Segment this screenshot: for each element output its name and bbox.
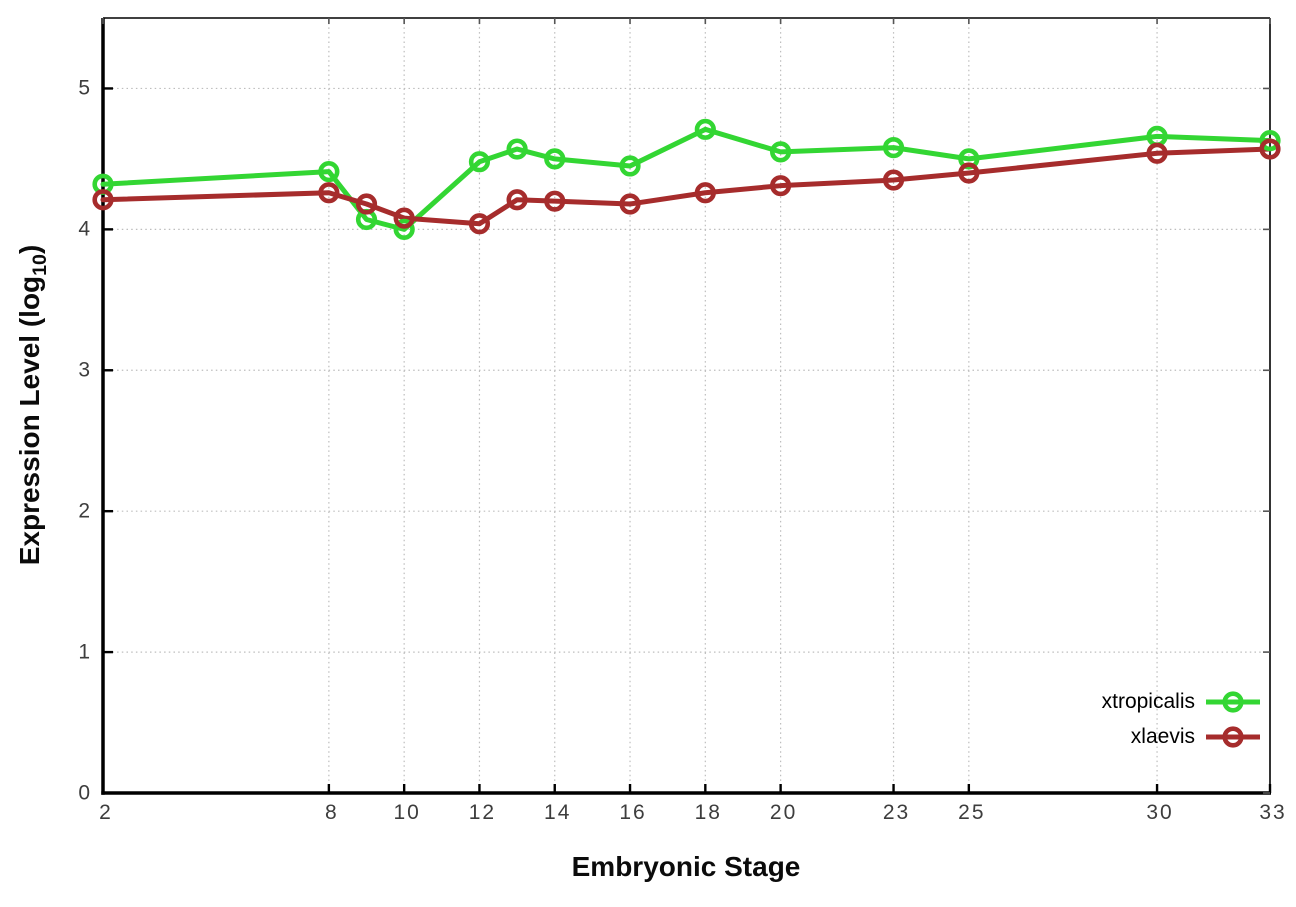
data-point-xtropicalis	[506, 138, 528, 160]
data-point-xlaevis	[770, 175, 792, 197]
data-point-xtropicalis	[1259, 129, 1281, 152]
legend-item-xlaevis: xlaevis	[1131, 719, 1262, 754]
x-tick-label: 2	[99, 801, 113, 824]
data-point-xtropicalis	[393, 218, 415, 240]
y-tick-label: 1	[78, 640, 92, 664]
series-line-xtropicalis	[100, 126, 1273, 232]
x-axis-title: Embryonic Stage	[571, 851, 801, 882]
x-tick-label: 12	[468, 801, 497, 824]
data-point-xlaevis	[619, 193, 641, 215]
x-tick-label: 20	[769, 801, 798, 824]
x-tick-label: 25	[958, 801, 986, 824]
legend: xtropicalis xlaevis	[1102, 684, 1262, 754]
data-point-xtropicalis	[468, 151, 491, 173]
data-point-xtropicalis	[318, 160, 340, 183]
x-tick-label: 14	[544, 801, 572, 824]
x-tick-label: 8	[325, 801, 339, 824]
data-point-xlaevis	[544, 190, 566, 212]
data-point-xtropicalis	[694, 118, 716, 140]
x-tick-label: 30	[1146, 801, 1174, 824]
data-point-xlaevis	[882, 169, 905, 191]
series-line-xlaevis	[100, 146, 1273, 227]
legend-item-xtropicalis: xtropicalis	[1102, 684, 1262, 719]
data-point-xlaevis	[694, 182, 716, 204]
y-tick-label: 3	[78, 358, 92, 382]
data-point-xtropicalis	[544, 148, 566, 170]
data-point-xtropicalis	[882, 137, 905, 159]
data-point-xlaevis	[393, 207, 415, 229]
legend-label-xtropicalis: xtropicalis	[1101, 689, 1195, 713]
data-point-xlaevis	[355, 193, 378, 215]
legend-sample-xtropicalis-marker-icon	[1206, 690, 1260, 713]
data-point-xlaevis	[958, 162, 980, 184]
y-tick-label: 5	[78, 76, 92, 100]
y-tick-label: 2	[78, 499, 92, 523]
y-axis-title-close: )	[14, 244, 46, 255]
y-axis-title: Expression Level (log10)	[14, 245, 52, 566]
data-point-xtropicalis	[619, 155, 641, 177]
x-tick-label: 23	[882, 801, 911, 824]
x-tick-label: 10	[393, 801, 421, 824]
x-tick-label: 33	[1259, 801, 1287, 824]
y-tick-label: 0	[78, 781, 92, 805]
data-point-xtropicalis	[958, 148, 980, 170]
y-axis-title-subscript: 10	[28, 254, 51, 276]
data-point-xlaevis	[1259, 138, 1281, 160]
data-point-xlaevis	[318, 182, 340, 204]
data-point-xlaevis	[468, 213, 491, 235]
x-tick-label: 18	[694, 801, 722, 824]
legend-label-xlaevis: xlaevis	[1130, 724, 1195, 748]
y-tick-label: 4	[78, 217, 92, 241]
x-tick-label: 16	[619, 801, 647, 824]
data-point-xlaevis	[1146, 142, 1168, 164]
legend-sample-xlaevis-marker-icon	[1206, 725, 1260, 748]
data-point-xlaevis	[506, 189, 528, 211]
data-point-xlaevis	[92, 189, 114, 211]
y-axis-title-text: Expression Level (log	[14, 275, 46, 566]
data-point-xtropicalis	[770, 141, 792, 163]
